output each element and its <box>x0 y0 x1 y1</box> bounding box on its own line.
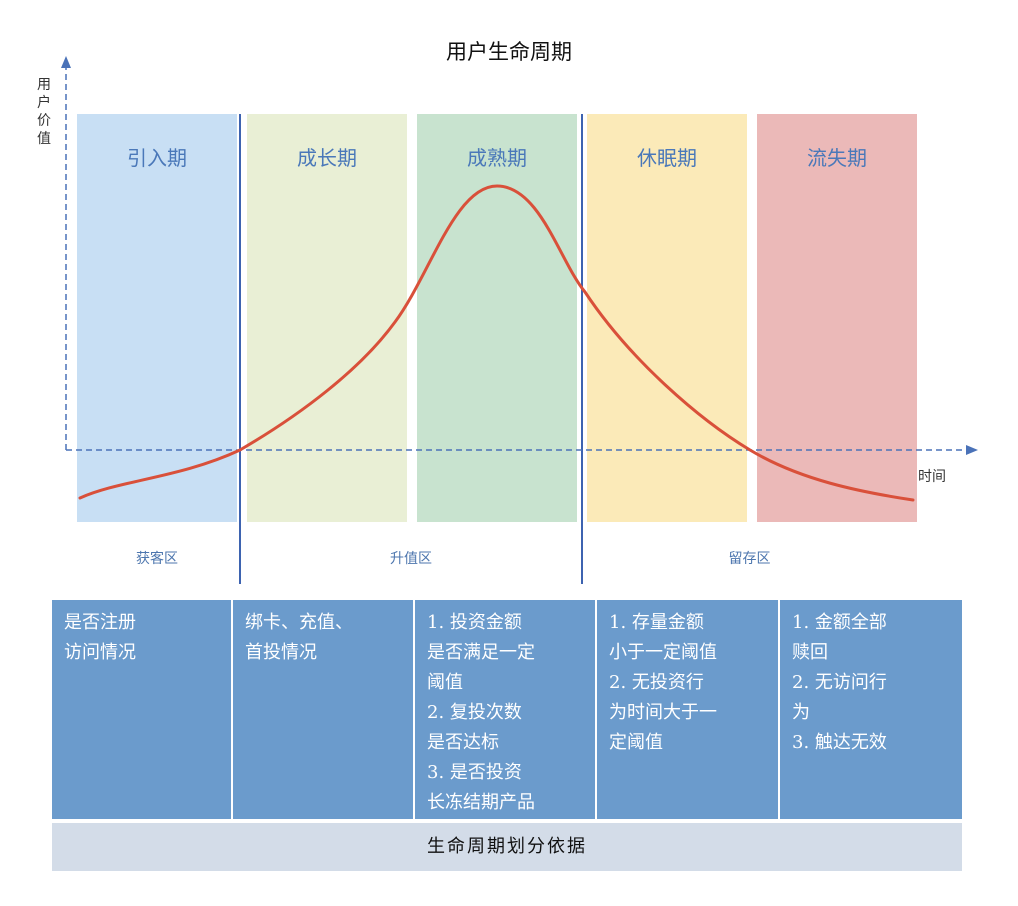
criteria-cell-churn: 1. 金额全部 赎回 2. 无访问行 为 3. 触达无效 <box>780 600 962 819</box>
stage-band-intro <box>77 114 237 522</box>
y-axis-label: 用户价值 <box>37 77 51 147</box>
criteria-cell-intro: 是否注册 访问情况 <box>52 600 233 819</box>
stage-band-dormant <box>587 114 747 522</box>
lifecycle-curve <box>78 184 915 502</box>
x-axis-label: 时间 <box>918 469 946 485</box>
stage-label-dormant: 休眠期 <box>637 146 697 170</box>
y-axis-arrow-icon <box>61 56 71 68</box>
zone-label-acquisition: 获客区 <box>136 551 178 567</box>
stage-band-growth <box>247 114 407 522</box>
stage-band-mature <box>417 114 577 522</box>
criteria-footer: 生命周期划分依据 <box>52 823 962 871</box>
stage-label-churn: 流失期 <box>807 146 867 170</box>
stage-label-growth: 成长期 <box>297 146 357 170</box>
stage-band-churn <box>757 114 917 522</box>
criteria-cell-growth: 绑卡、充值、 首投情况 <box>233 600 415 819</box>
criteria-cell-dormant: 1. 存量金额 小于一定阈值 2. 无投资行 为时间大于一 定阈值 <box>597 600 780 819</box>
criteria-row: 是否注册 访问情况 绑卡、充值、 首投情况 1. 投资金额 是否满足一定 阈值 … <box>52 600 962 819</box>
zone-label-value-growth: 升值区 <box>390 551 432 567</box>
criteria-table: 是否注册 访问情况 绑卡、充值、 首投情况 1. 投资金额 是否满足一定 阈值 … <box>52 600 962 871</box>
diagram-title: 用户生命周期 <box>446 40 572 64</box>
stage-label-intro: 引入期 <box>127 146 187 170</box>
stage-label-mature: 成熟期 <box>467 146 527 170</box>
zone-label-retention: 留存区 <box>728 551 771 567</box>
criteria-cell-mature: 1. 投资金额 是否满足一定 阈值 2. 复投次数 是否达标 3. 是否投资 长… <box>415 600 597 819</box>
x-axis-arrow-icon <box>966 445 978 455</box>
lifecycle-diagram <box>61 56 978 584</box>
